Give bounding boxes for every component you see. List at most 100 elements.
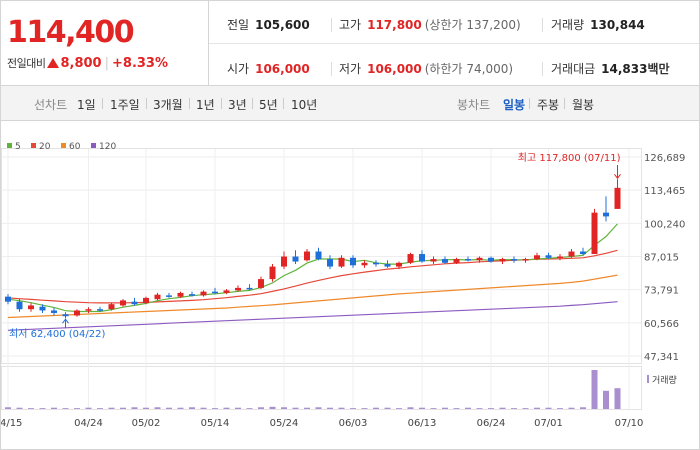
volume-bar [120, 407, 126, 409]
stat-value: 14,833 [601, 62, 648, 76]
tab-daily[interactable]: 일봉 [503, 98, 526, 112]
volume-bar [557, 408, 563, 409]
candle-body [315, 251, 322, 260]
y-tick-label: 87,015 [644, 253, 679, 264]
candle-body [511, 259, 517, 261]
candle-body [143, 297, 149, 303]
volume-panel-frame [1, 366, 642, 410]
candle-body [453, 259, 460, 263]
volume-bar [350, 408, 356, 409]
tab-3m[interactable]: 3개월 [153, 98, 183, 112]
volume-bar [407, 407, 414, 409]
tab-separator [146, 98, 147, 109]
x-tick-label: 04/24 [74, 418, 103, 429]
volume-bar [16, 407, 23, 409]
candle-body [246, 287, 253, 290]
volume-bar [154, 407, 161, 409]
stat-label: 고가 [339, 18, 362, 32]
tab-3y[interactable]: 3년 [228, 98, 247, 112]
volume-bar [74, 408, 80, 409]
stat-unit: 백만 [647, 62, 670, 76]
volume-bar [361, 408, 368, 409]
volume-bar [591, 370, 598, 409]
stat-high: 고가 117,800 (상한가 137,200) [339, 16, 521, 33]
candle-body [131, 301, 138, 305]
volume-bar [499, 407, 506, 409]
candle-body [327, 259, 333, 267]
candle-body [292, 256, 299, 262]
legend-swatch [61, 143, 66, 148]
divider: | [104, 56, 109, 71]
tab-separator [221, 98, 222, 109]
legend-label: 60 [69, 142, 81, 152]
tab-10y[interactable]: 10년 [291, 98, 318, 112]
candle-body [499, 259, 506, 262]
candle-body [384, 264, 391, 267]
volume-bar [258, 407, 264, 409]
candlestick-chart: 126,689 113,465 100,240 87,015 73,791 60,566 4… [0, 142, 685, 429]
candle-body [39, 306, 46, 311]
volume-bar [143, 407, 149, 409]
volume-bar [200, 407, 207, 409]
candle-body [614, 187, 621, 209]
volume-bar [327, 407, 333, 409]
volume-bar [396, 408, 402, 409]
tab-1w[interactable]: 1주일 [110, 98, 140, 112]
candle-body [522, 259, 529, 261]
tab-1y[interactable]: 1년 [196, 98, 215, 112]
candle-body [476, 257, 483, 261]
legend-swatch [31, 143, 36, 148]
volume-bar [304, 407, 310, 409]
volume-label: 거래량 [652, 374, 677, 386]
candle-body [62, 314, 69, 317]
candle-body [568, 251, 575, 257]
quote-header: 114,400 전일대비 8,800 | +8.33% 전일 105,600 고가 117… [0, 0, 700, 86]
stat-value: 117,800 [367, 18, 422, 32]
volume-bar [522, 408, 529, 409]
stat-label: 거래량 [551, 18, 585, 32]
y-tick-label: 100,240 [644, 219, 685, 230]
candle-body [430, 259, 437, 262]
change-line: 전일대비 8,800 | +8.33% [7, 55, 168, 71]
stat-label: 거래대금 [551, 62, 596, 76]
volume-bar [430, 408, 437, 409]
volume-bar [269, 406, 276, 409]
stat-separator [331, 18, 332, 32]
candle-body [258, 279, 264, 288]
tab-monthly[interactable]: 월봉 [572, 98, 595, 112]
candle-body [373, 262, 379, 265]
volume-bar [246, 408, 253, 409]
max-arrow-icon [614, 173, 621, 180]
stat-label: 전일 [227, 18, 250, 32]
candle-body [396, 262, 402, 267]
volume-bar [62, 408, 69, 409]
y-tick-label: 126,689 [644, 153, 685, 164]
tab-separator [564, 98, 565, 109]
tab-1d[interactable]: 1일 [77, 98, 96, 112]
stat-value: 106,000 [367, 62, 422, 76]
volume-bar [338, 407, 345, 409]
tab-weekly[interactable]: 주봉 [537, 98, 560, 112]
candle-body [419, 254, 425, 262]
volume-bar [603, 390, 609, 409]
tab-separator [283, 98, 284, 109]
candle-body [177, 292, 184, 297]
volume-bar [488, 408, 494, 409]
x-tick-label: 07/10 [615, 418, 644, 429]
legend-label: 120 [99, 142, 116, 152]
tab-5y[interactable]: 5년 [259, 98, 278, 112]
tab-separator [529, 98, 530, 109]
candle-body [407, 254, 414, 263]
volume-bar [373, 407, 379, 409]
tab-separator [189, 98, 190, 109]
candle-chart-label: 봉차트 [457, 98, 491, 112]
y-tick-label: 73,791 [644, 286, 679, 297]
price-summary: 114,400 전일대비 8,800 | +8.33% [1, 1, 209, 85]
stat-prev-close: 전일 105,600 [227, 16, 310, 33]
x-tick-label: 06/24 [477, 418, 506, 429]
candle-body [235, 287, 241, 291]
volume-bar [223, 407, 230, 409]
y-tick-label: 113,465 [644, 186, 685, 197]
volume-bar [453, 408, 460, 409]
current-price: 114,400 [7, 15, 135, 50]
